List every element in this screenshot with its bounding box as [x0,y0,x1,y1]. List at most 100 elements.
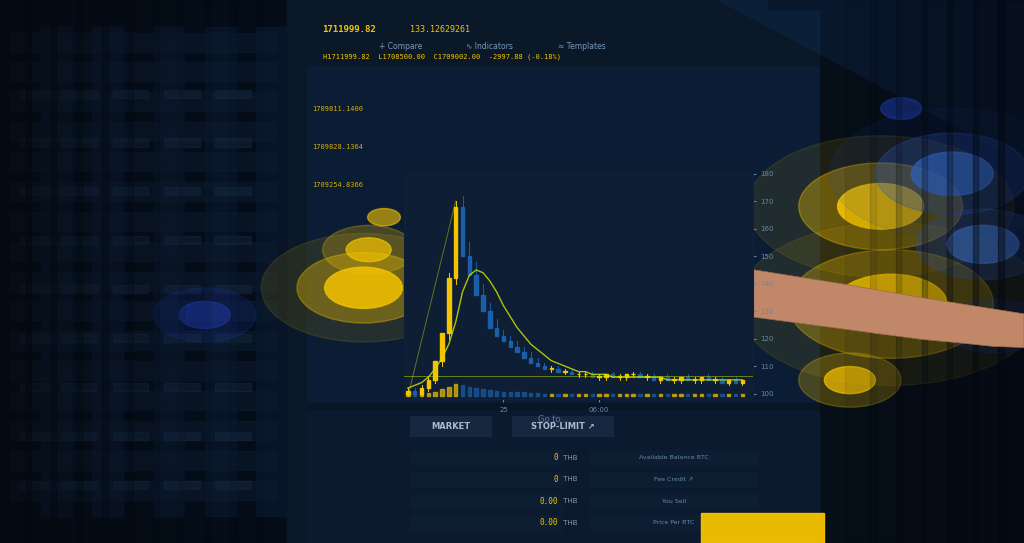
Bar [495,391,499,396]
Bar [570,371,573,374]
Text: You Sell: You Sell [662,498,686,504]
Bar [113,285,148,293]
Bar [658,377,663,380]
Circle shape [916,209,1024,280]
Bar [10,92,276,111]
Bar [468,387,471,396]
Circle shape [942,299,1024,353]
Bar [673,394,676,396]
Circle shape [154,288,256,342]
Bar [215,187,251,195]
Bar [922,0,952,543]
Bar [768,0,1024,543]
Bar [597,376,601,377]
Bar [164,236,200,244]
Bar [0,0,307,543]
Bar [577,394,581,396]
Text: 1709254.8366: 1709254.8366 [312,181,364,188]
Bar [512,416,614,437]
Circle shape [881,98,922,119]
Bar [113,334,148,342]
Bar [20,90,56,98]
Bar [164,383,200,391]
Bar [164,334,200,342]
Bar [461,207,464,256]
Bar [896,0,927,543]
Bar [447,387,451,396]
Bar [589,472,758,487]
Bar [113,90,148,98]
Bar [164,90,200,98]
Bar [638,374,642,377]
Bar [0,0,31,543]
Bar [51,0,82,543]
Polygon shape [717,0,1024,163]
Circle shape [968,312,1019,339]
Bar [845,0,876,543]
Bar [410,494,563,509]
Bar [529,393,532,396]
Circle shape [368,209,400,226]
Bar [433,361,437,380]
Circle shape [323,225,415,274]
Bar [307,11,819,543]
Text: 0.00: 0.00 [540,519,558,527]
Bar [410,450,563,465]
Bar [468,256,471,275]
Bar [10,33,276,52]
Bar [164,432,200,440]
Bar [617,376,622,377]
Bar [707,394,710,396]
Bar [699,377,703,380]
Bar [164,138,200,147]
Bar [20,236,56,244]
Text: Available Balance BTC: Available Balance BTC [639,455,709,460]
Bar [113,236,148,244]
Bar [632,394,635,396]
Bar [92,27,123,516]
Bar [720,380,724,383]
Text: Price Per BTC: Price Per BTC [653,520,694,526]
Bar [10,421,276,440]
Bar [20,187,56,195]
Bar [734,380,737,383]
Circle shape [947,225,1019,263]
Bar [113,481,148,489]
Circle shape [829,109,1024,239]
Bar [282,0,312,543]
Text: 133.12629261: 133.12629261 [410,26,470,34]
Bar [488,311,492,327]
Bar [658,394,663,396]
Bar [215,432,251,440]
Bar [454,384,458,396]
Bar [481,295,484,311]
Bar [543,366,546,369]
Bar [563,394,566,396]
Bar [509,342,512,347]
Circle shape [179,301,230,329]
Bar [10,361,276,380]
Bar [666,377,669,380]
Text: THB: THB [561,454,578,461]
Circle shape [261,233,466,342]
Bar [870,0,901,543]
Bar [407,394,410,396]
Text: THB: THB [561,520,578,526]
Bar [10,182,276,201]
Bar [686,394,689,396]
Bar [10,242,276,261]
Bar [420,388,423,394]
Bar [701,513,824,543]
Bar [570,394,573,396]
Bar [164,481,200,489]
Bar [215,383,251,391]
Bar [679,394,683,396]
Bar [556,394,560,396]
Bar [215,138,251,147]
Bar [550,368,553,369]
Bar [447,278,451,333]
Bar [998,0,1024,543]
Bar [529,358,532,363]
Text: ≈ Templates: ≈ Templates [558,42,606,50]
Bar [589,494,758,509]
